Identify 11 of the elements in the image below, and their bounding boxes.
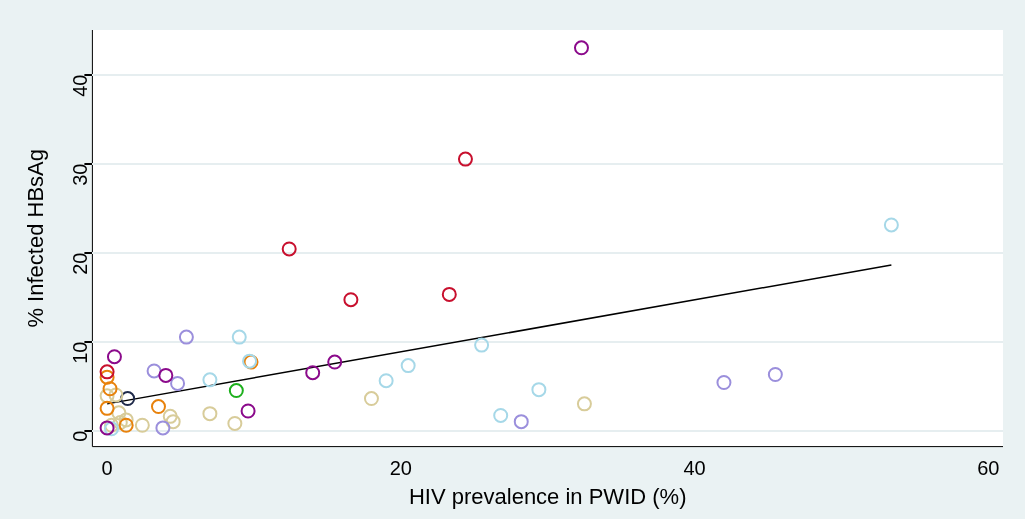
x-tick-label: 0	[101, 457, 113, 480]
x-tick-label: 60	[977, 457, 1000, 480]
y-axis-title: % Infected HBsAg	[23, 149, 49, 328]
x-tick-label: 20	[389, 457, 412, 480]
y-tick-label: 20	[68, 252, 91, 275]
x-tick-label: 40	[683, 457, 706, 480]
y-tick-label: 0	[68, 430, 91, 442]
y-tick-label: 40	[68, 74, 91, 97]
x-axis-title: HIV prevalence in PWID (%)	[408, 483, 687, 509]
y-tick-label: 30	[68, 163, 91, 186]
y-tick-label: 10	[68, 341, 91, 364]
